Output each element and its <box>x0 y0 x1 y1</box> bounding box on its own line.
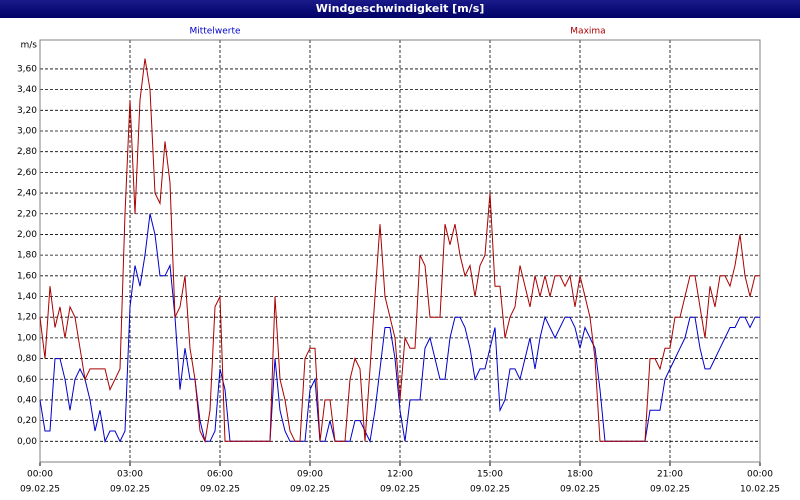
series-line <box>39 58 760 443</box>
y-tick-label: 1,60 <box>17 271 37 281</box>
x-tick-date: 09.02.25 <box>110 485 150 495</box>
legend-label: Maxima <box>570 27 605 37</box>
x-tick-date: 09.02.25 <box>200 485 240 495</box>
y-tick-label: 2,00 <box>17 230 37 240</box>
x-tick-label: 09:00 <box>297 470 323 480</box>
y-tick-label: 1,00 <box>17 333 37 343</box>
x-tick-label: 06:00 <box>207 470 233 480</box>
x-tick-date: 09.02.25 <box>20 485 60 495</box>
x-tick-label: 00:00 <box>747 470 773 480</box>
y-tick-label: 1,20 <box>17 313 37 323</box>
x-tick-date: 09.02.25 <box>470 485 510 495</box>
x-tick-label: 21:00 <box>657 470 683 480</box>
x-tick-date: 09.02.25 <box>560 485 600 495</box>
plot-border <box>39 39 761 463</box>
x-tick-date: 09.02.25 <box>650 485 690 495</box>
x-tick-label: 12:00 <box>387 470 413 480</box>
x-tick-label: 18:00 <box>567 470 593 480</box>
y-tick-label: 0,80 <box>17 354 37 364</box>
x-tick-date: 09.02.25 <box>380 485 420 495</box>
y-tick-label: 3,20 <box>17 106 37 116</box>
y-axis-label: m/s <box>21 41 38 51</box>
y-tick-label: 0,40 <box>17 395 37 405</box>
y-tick-label: 3,40 <box>17 85 37 95</box>
y-tick-label: 1,40 <box>17 292 37 302</box>
x-tick-date: 09.02.25 <box>290 485 330 495</box>
x-tick-date: 10.02.25 <box>740 485 780 495</box>
y-tick-label: 0,60 <box>17 375 37 385</box>
legend-label: Mittelwerte <box>189 27 240 37</box>
y-tick-label: 2,80 <box>17 147 37 157</box>
y-tick-label: 3,60 <box>17 64 37 74</box>
y-tick-label: 2,40 <box>17 189 37 199</box>
y-tick-label: 1,80 <box>17 251 37 261</box>
x-tick-label: 03:00 <box>117 470 143 480</box>
x-tick-label: 00:00 <box>27 470 53 480</box>
y-tick-label: 0,00 <box>17 437 37 447</box>
y-tick-label: 2,60 <box>17 168 37 178</box>
chart-title: Windgeschwindigkeit [m/s] <box>0 0 800 18</box>
x-tick-label: 15:00 <box>477 470 503 480</box>
y-tick-label: 3,00 <box>17 127 37 137</box>
y-tick-label: 2,20 <box>17 209 37 219</box>
y-tick-label: 0,20 <box>17 416 37 426</box>
